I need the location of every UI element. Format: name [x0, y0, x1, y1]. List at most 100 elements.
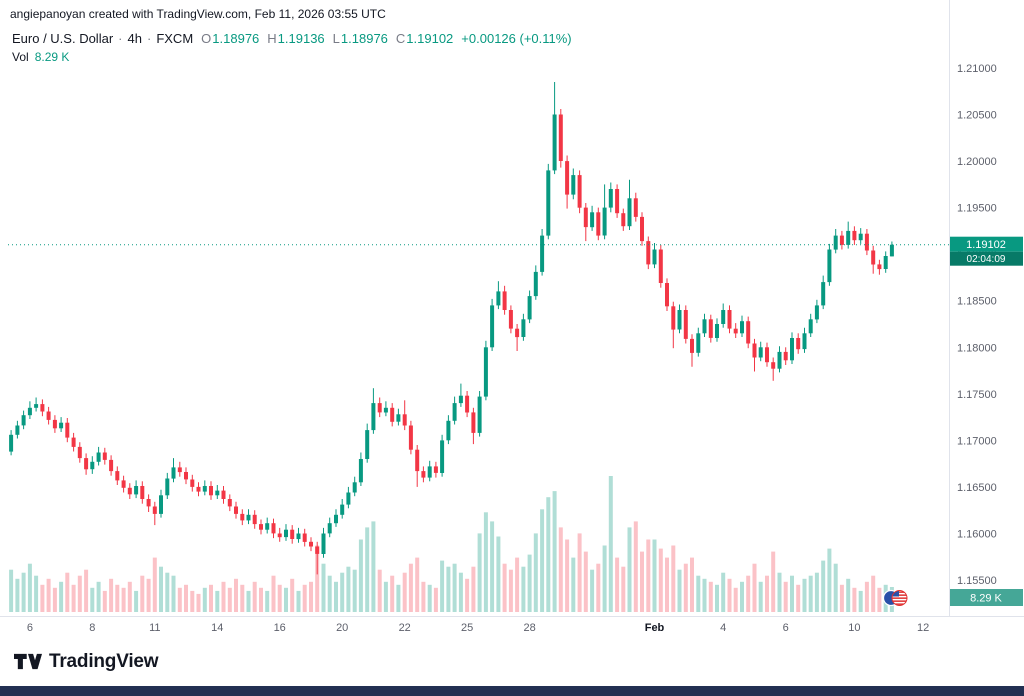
volume-bar: [209, 584, 213, 612]
time-axis-label[interactable]: 10: [848, 622, 860, 634]
volume-bar: [421, 581, 426, 612]
candle-body: [371, 403, 376, 431]
volume-bar: [302, 584, 307, 612]
price-axis-label[interactable]: 1.16000: [957, 529, 997, 541]
candle-body: [783, 351, 788, 361]
candle-body: [334, 514, 338, 524]
volume-bar: [159, 566, 163, 612]
price-axis-label[interactable]: 1.20000: [957, 156, 997, 168]
price-axis-label[interactable]: 1.15500: [957, 575, 997, 587]
volume-bar: [833, 563, 838, 612]
price-axis-label[interactable]: 1.17000: [957, 435, 997, 447]
candle-body: [777, 351, 782, 369]
volume-bar: [721, 572, 726, 612]
candle-body: [765, 347, 769, 363]
volume-bar: [240, 584, 245, 612]
volume-bar: [71, 584, 76, 612]
volume-bar: [334, 581, 338, 612]
candle-body: [696, 333, 701, 353]
candle-body: [883, 256, 888, 269]
candle-body: [284, 529, 288, 538]
candle-body: [671, 306, 676, 330]
candle-body: [358, 459, 363, 483]
candle-body: [546, 170, 551, 236]
volume-bar: [190, 590, 195, 612]
candle-body: [839, 235, 844, 245]
price-axis-label[interactable]: 1.18500: [957, 296, 997, 308]
time-axis-label[interactable]: 11: [149, 622, 160, 634]
time-axis-label[interactable]: 28: [523, 622, 535, 634]
volume-axis-value: 8.29 K: [970, 593, 1002, 605]
candle-body: [302, 533, 307, 542]
symbol-name[interactable]: Euro / U.S. Dollar: [12, 31, 114, 46]
price-axis-label[interactable]: 1.17500: [957, 389, 997, 401]
price-axis-label[interactable]: 1.18000: [957, 342, 997, 354]
price-axis-label[interactable]: 1.19500: [957, 203, 997, 215]
time-axis-label[interactable]: 8: [89, 622, 95, 634]
volume-bar: [265, 590, 270, 612]
time-axis-label[interactable]: 16: [274, 622, 286, 634]
volume-bar: [758, 581, 763, 612]
exchange-label[interactable]: FXCM: [156, 31, 194, 46]
candle-body: [440, 440, 445, 473]
volume-bar: [708, 581, 713, 612]
volume-bar: [490, 521, 495, 612]
volume-bar: [121, 587, 126, 612]
candle-body: [71, 437, 76, 447]
volume-bar: [402, 572, 407, 612]
volume-bar: [327, 575, 332, 612]
volume-bar: [790, 575, 794, 612]
volume-bar: [46, 578, 51, 612]
interval-label[interactable]: 4h: [127, 31, 142, 46]
volume-bar: [315, 545, 320, 612]
time-axis-label[interactable]: 22: [399, 622, 411, 634]
candle-body: [402, 414, 407, 426]
candle-body: [877, 264, 882, 270]
time-axis-label[interactable]: 20: [336, 622, 348, 634]
price-axis[interactable]: 1.210001.205001.200001.195001.190001.185…: [957, 63, 997, 587]
economic-event-flags-icon[interactable]: [880, 588, 910, 613]
volume-bar: [821, 560, 826, 612]
price-axis-label[interactable]: 1.21000: [957, 63, 997, 75]
volume-bar: [477, 533, 482, 612]
time-axis-label[interactable]: 25: [461, 622, 473, 634]
volume-bar: [277, 584, 282, 612]
candle-body: [558, 114, 563, 161]
candle-body: [814, 305, 819, 320]
volume-bar: [839, 584, 844, 612]
price-axis-label[interactable]: 1.20500: [957, 110, 997, 122]
candle-body: [102, 452, 107, 460]
volume-bar: [596, 563, 601, 612]
candle-body: [677, 310, 682, 330]
candle-body: [490, 305, 495, 348]
volume-bar: [452, 563, 457, 612]
volume-bar: [527, 554, 532, 612]
tradingview-logo[interactable]: TradingView: [14, 650, 159, 673]
volume-bar: [34, 575, 39, 612]
candle-body: [190, 479, 195, 487]
candle-body: [40, 404, 45, 412]
time-axis-label[interactable]: 14: [211, 622, 223, 634]
time-axis[interactable]: 6 8 11 14 16 20 22 25 28 Feb 4 6 10 12: [27, 622, 929, 634]
volume-bar: [352, 569, 357, 612]
time-axis-label[interactable]: 6: [27, 622, 33, 634]
volume-bar: [52, 587, 57, 612]
candle-body: [109, 459, 114, 472]
time-axis-label[interactable]: 4: [720, 622, 726, 634]
time-axis-label[interactable]: Feb: [645, 622, 665, 634]
time-axis-label[interactable]: 12: [917, 622, 929, 634]
open-value: O1.18976: [201, 31, 260, 46]
candle-body: [340, 504, 345, 515]
volume-bar: [408, 563, 413, 612]
volume-bar: [40, 584, 45, 612]
price-axis-label[interactable]: 1.16500: [957, 482, 997, 494]
volume-bar: [746, 575, 751, 612]
candle-body: [702, 319, 707, 334]
candle-body: [758, 347, 763, 358]
candle-body: [889, 244, 894, 257]
time-axis-label[interactable]: 6: [783, 622, 789, 634]
candle-body: [446, 420, 451, 441]
change-value: +0.00126 (+0.11%): [461, 31, 572, 46]
volume-bar: [602, 545, 607, 612]
